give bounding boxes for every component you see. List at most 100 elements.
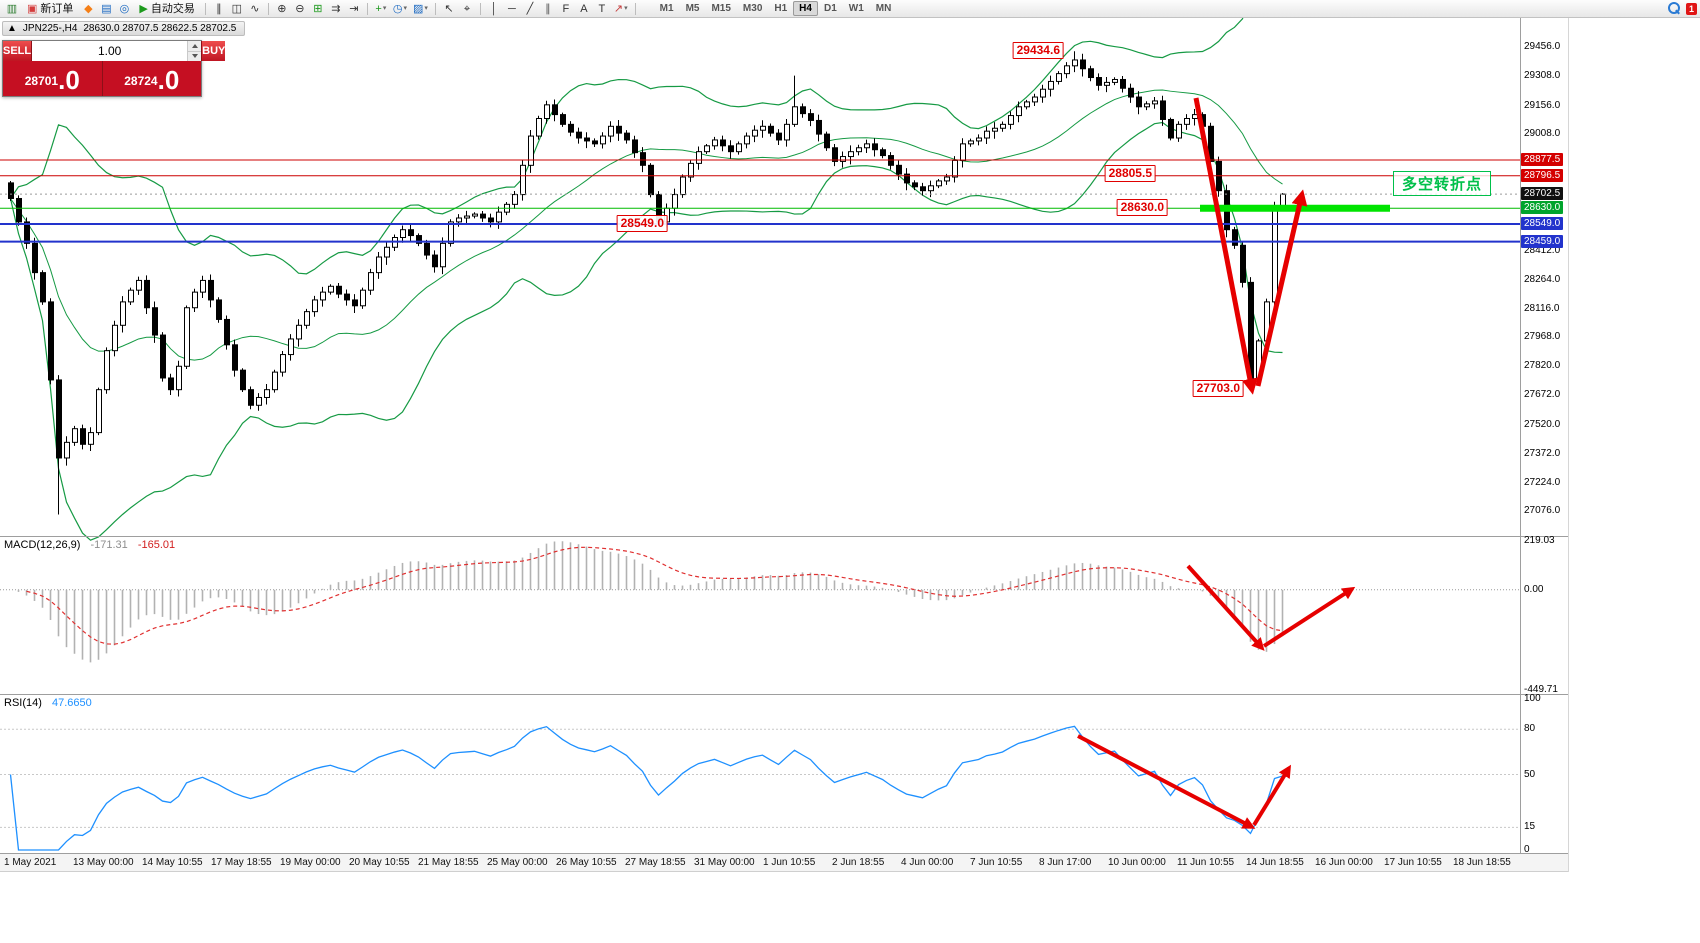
chart-shift-button[interactable]: ⇥	[345, 1, 363, 17]
candles	[8, 51, 1286, 515]
buy-price-main: 28724	[124, 74, 158, 88]
bar-chart-type-button[interactable]: ∥	[210, 1, 228, 17]
rsi-value: 47.6650	[51, 697, 92, 709]
time-axis-label: 17 May 18:55	[211, 857, 272, 868]
time-axis-label: 2 Jun 18:55	[832, 857, 885, 868]
time-axis-label: 27 May 18:55	[625, 857, 686, 868]
time-axis-label: 14 May 10:55	[142, 857, 203, 868]
timeframe-m1-button[interactable]: M1	[659, 3, 674, 14]
fibonacci-button[interactable]: F	[557, 1, 575, 17]
trend-arrow[interactable]	[1077, 734, 1256, 829]
auto-scroll-button[interactable]: ⇉	[327, 1, 345, 17]
text-label-button[interactable]: T	[593, 1, 611, 17]
trend-arrow[interactable]	[1262, 586, 1356, 648]
zoom-in-icon: ⊕	[277, 2, 287, 15]
timeframe-m30-button[interactable]: M30	[742, 3, 763, 14]
time-axis-label: 1 Jun 10:55	[763, 857, 816, 868]
time-axis-label: 14 Jun 18:55	[1246, 857, 1304, 868]
chart-window-caption: ▲ JPN225-,H4 28630.0 28707.5 28622.5 287…	[2, 21, 246, 36]
periods-icon: ◷	[392, 2, 403, 15]
time-axis-label: 13 May 00:00	[73, 857, 134, 868]
mql5-market-button[interactable]: ◆	[79, 1, 97, 17]
time-axis-label: 20 May 10:55	[349, 857, 410, 868]
timeframe-h1-button[interactable]: H1	[774, 3, 788, 14]
arrows-button[interactable]: ↗ ▾	[611, 1, 631, 17]
tile-windows-icon: ⊞	[313, 2, 323, 15]
time-axis[interactable]: 1 May 2021 13 May 00:00 14 May 10:55 17 May…	[0, 853, 1568, 872]
time-axis-label: 4 Jun 00:00	[901, 857, 954, 868]
candle-chart-type-button[interactable]: ◫	[228, 1, 246, 17]
indicators-button[interactable]: + ▾	[372, 1, 390, 17]
periods-button[interactable]: ◷ ▾	[390, 1, 410, 17]
zoom-in-button[interactable]: ⊕	[273, 1, 291, 17]
zoom-out-button[interactable]: ⊖	[291, 1, 309, 17]
window-marker-icon: ▲	[7, 23, 17, 34]
mql5-market-icon: ◆	[84, 2, 93, 15]
caret-down-icon: ▾	[424, 4, 428, 12]
crosshair-button[interactable]: ⌖	[458, 1, 476, 17]
volume-input[interactable]	[32, 41, 188, 61]
templates-button[interactable]: ▨ ▾	[410, 1, 431, 17]
tile-windows-button[interactable]: ⊞	[309, 1, 327, 17]
time-axis-label: 11 Jun 10:55	[1177, 857, 1235, 868]
timeframe-m5-button[interactable]: M5	[685, 3, 700, 14]
timeframe-h4-button[interactable]: H4	[793, 1, 818, 16]
new-chart-button[interactable]: ▥	[3, 1, 21, 17]
caret-down-icon: ▾	[382, 4, 387, 12]
bollinger-bands	[9, 18, 1283, 541]
trend-arrow[interactable]	[1252, 764, 1292, 827]
macd-main-value: -171.31	[90, 539, 128, 551]
time-axis-label: 18 Jun 18:55	[1453, 857, 1511, 868]
time-axis-label: 10 Jun 00:00	[1108, 857, 1166, 868]
horizontal-level-lines	[0, 159, 1520, 243]
horizontal-line-button[interactable]: ─	[503, 1, 521, 17]
toolbar-separator	[434, 2, 436, 15]
trend-arrow[interactable]	[1186, 564, 1265, 651]
sell-price[interactable]: 28701 .0	[3, 61, 103, 96]
cursor-button[interactable]: ↖	[440, 1, 458, 17]
time-axis-label: 25 May 00:00	[487, 857, 548, 868]
channel-button[interactable]: ∥	[539, 1, 557, 17]
buy-button[interactable]: BUY	[201, 41, 226, 61]
trend-arrow[interactable]	[1255, 189, 1308, 387]
cursor-icon: ↖	[444, 2, 454, 15]
toolbar-separator	[479, 2, 481, 15]
macd-signal-value: -165.01	[137, 539, 176, 551]
trendline-button[interactable]: ╱	[521, 1, 539, 17]
autotrade-button-label: 自动交易	[150, 2, 195, 15]
volume-decrease-button[interactable]	[188, 51, 202, 61]
macd-name: MACD(12,26,9)	[4, 539, 81, 551]
toolbar: ▥ ▣ 新订单 ◆ ▤ ◎ ▶ 自动交易 ∥ ◫ ∿ ⊕ ⊖ ⊞ ⇉ ⇥ + ▾ ◷ ▾ ▨ ▾ ↖ ⌖ │ ─ ╱ ∥ F A T ↗ ▾ M…	[0, 0, 1700, 18]
crosshair-icon: ⌖	[463, 2, 471, 15]
bar-chart-type-icon: ∥	[216, 2, 222, 15]
new-order-button[interactable]: ▣ 新订单	[21, 1, 79, 17]
sell-button[interactable]: SELL	[3, 41, 33, 61]
notification-badge[interactable]: 1	[1685, 2, 1697, 15]
vertical-line-button[interactable]: │	[485, 1, 503, 17]
toolbar-items: ▥ ▣ 新订单 ◆ ▤ ◎ ▶ 自动交易 ∥ ◫ ∿ ⊕ ⊖ ⊞ ⇉ ⇥ + ▾ ◷ ▾ ▨ ▾ ↖ ⌖ │ ─ ╱ ∥ F A T ↗ ▾	[3, 0, 640, 18]
text-button[interactable]: A	[575, 1, 593, 17]
fibonacci-icon: F	[562, 2, 570, 15]
line-chart-type-button[interactable]: ∿	[246, 1, 264, 17]
chart-list-button[interactable]: ▤	[97, 1, 115, 17]
price-chart-svg	[0, 18, 1568, 872]
timeframe-w1-button[interactable]: W1	[848, 3, 864, 14]
buy-price[interactable]: 28724 .0	[103, 61, 202, 96]
macd-signal-line	[26, 546, 1283, 645]
trend-arrow[interactable]	[1193, 97, 1258, 395]
timeframe-m15-button[interactable]: M15	[711, 3, 731, 14]
search-icon[interactable]	[1667, 2, 1681, 15]
news-button[interactable]: ◎	[115, 1, 133, 17]
volume-increase-button[interactable]	[188, 41, 202, 52]
volume-control	[32, 41, 202, 61]
chart-symbol-title: JPN225-,H4	[22, 23, 78, 34]
rsi-name: RSI(14)	[4, 697, 42, 709]
one-click-trade-panel: SELL BUY 28701 .0 28724 .0	[2, 40, 226, 97]
trendline-icon: ╱	[526, 2, 534, 15]
timeframe-d1-button[interactable]: D1	[823, 3, 837, 14]
toolbar-separator	[204, 2, 206, 15]
autotrade-button[interactable]: ▶ 自动交易	[133, 1, 200, 17]
timeframe-mn-button[interactable]: MN	[875, 3, 892, 14]
toolbar-separator	[634, 2, 636, 15]
auto-scroll-icon: ⇉	[331, 2, 341, 15]
